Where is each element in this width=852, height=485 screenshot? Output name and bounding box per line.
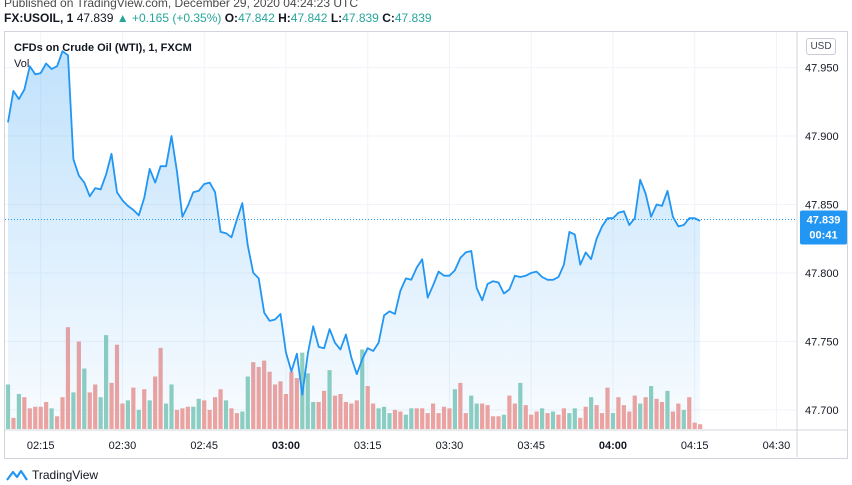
last-price: 47.839 xyxy=(76,11,114,25)
x-tick-label: 04:30 xyxy=(763,440,791,452)
y-tick-label: 47.700 xyxy=(805,405,839,417)
legend-title[interactable]: CFDs on Crude Oil (WTI), 1, FXCM xyxy=(14,42,192,54)
price-change: +0.165 (+0.35%) xyxy=(131,11,222,25)
low-label: L: xyxy=(330,11,343,25)
y-tick-label: 47.750 xyxy=(805,336,839,348)
chart-frame xyxy=(4,31,848,459)
close-value: 47.839 xyxy=(394,11,432,25)
x-tick-label: 03:30 xyxy=(436,440,464,452)
x-tick-label: 03:00 xyxy=(272,440,300,452)
low-value: 47.839 xyxy=(342,11,379,25)
close-label: C: xyxy=(382,11,395,25)
up-arrow-icon: ▲ xyxy=(116,11,129,25)
x-tick-label: 02:15 xyxy=(27,440,55,452)
quote-line: FX:USOIL, 1 47.839 ▲ +0.165 (+0.35%) O:4… xyxy=(4,11,432,25)
price-line xyxy=(7,50,701,396)
price-tag-countdown: 00:41 xyxy=(809,230,837,242)
volume-bar xyxy=(698,424,703,429)
y-tick-label: 47.950 xyxy=(805,63,839,75)
price-tag-box xyxy=(800,210,847,245)
x-tick-label: 02:30 xyxy=(109,440,137,452)
open-label: O: xyxy=(224,11,239,25)
legend-volume-label[interactable]: Vol xyxy=(14,58,30,70)
x-tick-label: 03:15 xyxy=(354,440,382,452)
y-tick-label: 47.850 xyxy=(805,199,839,211)
x-tick-label: 03:45 xyxy=(517,440,545,452)
price-tag-value: 47.839 xyxy=(807,215,841,227)
symbol[interactable]: FX:USOIL, 1 xyxy=(4,11,74,25)
y-tick-label: 47.900 xyxy=(805,131,839,143)
y-tick-label: 47.800 xyxy=(805,268,839,280)
x-tick-label: 04:00 xyxy=(599,440,627,452)
published-caption: Published on TradingView.com, December 2… xyxy=(4,0,358,10)
currency-button[interactable]: USD xyxy=(806,38,836,55)
tradingview-logo-icon xyxy=(6,468,28,482)
price-area xyxy=(8,51,701,429)
footer-brand: TradingView xyxy=(32,468,99,482)
x-tick-label: 02:45 xyxy=(190,440,218,452)
high-label: H: xyxy=(278,11,291,25)
x-tick-label: 04:15 xyxy=(681,440,709,452)
open-value: 47.842 xyxy=(238,11,275,25)
high-value: 47.842 xyxy=(290,11,328,25)
footer-logo: TradingView xyxy=(6,468,98,482)
